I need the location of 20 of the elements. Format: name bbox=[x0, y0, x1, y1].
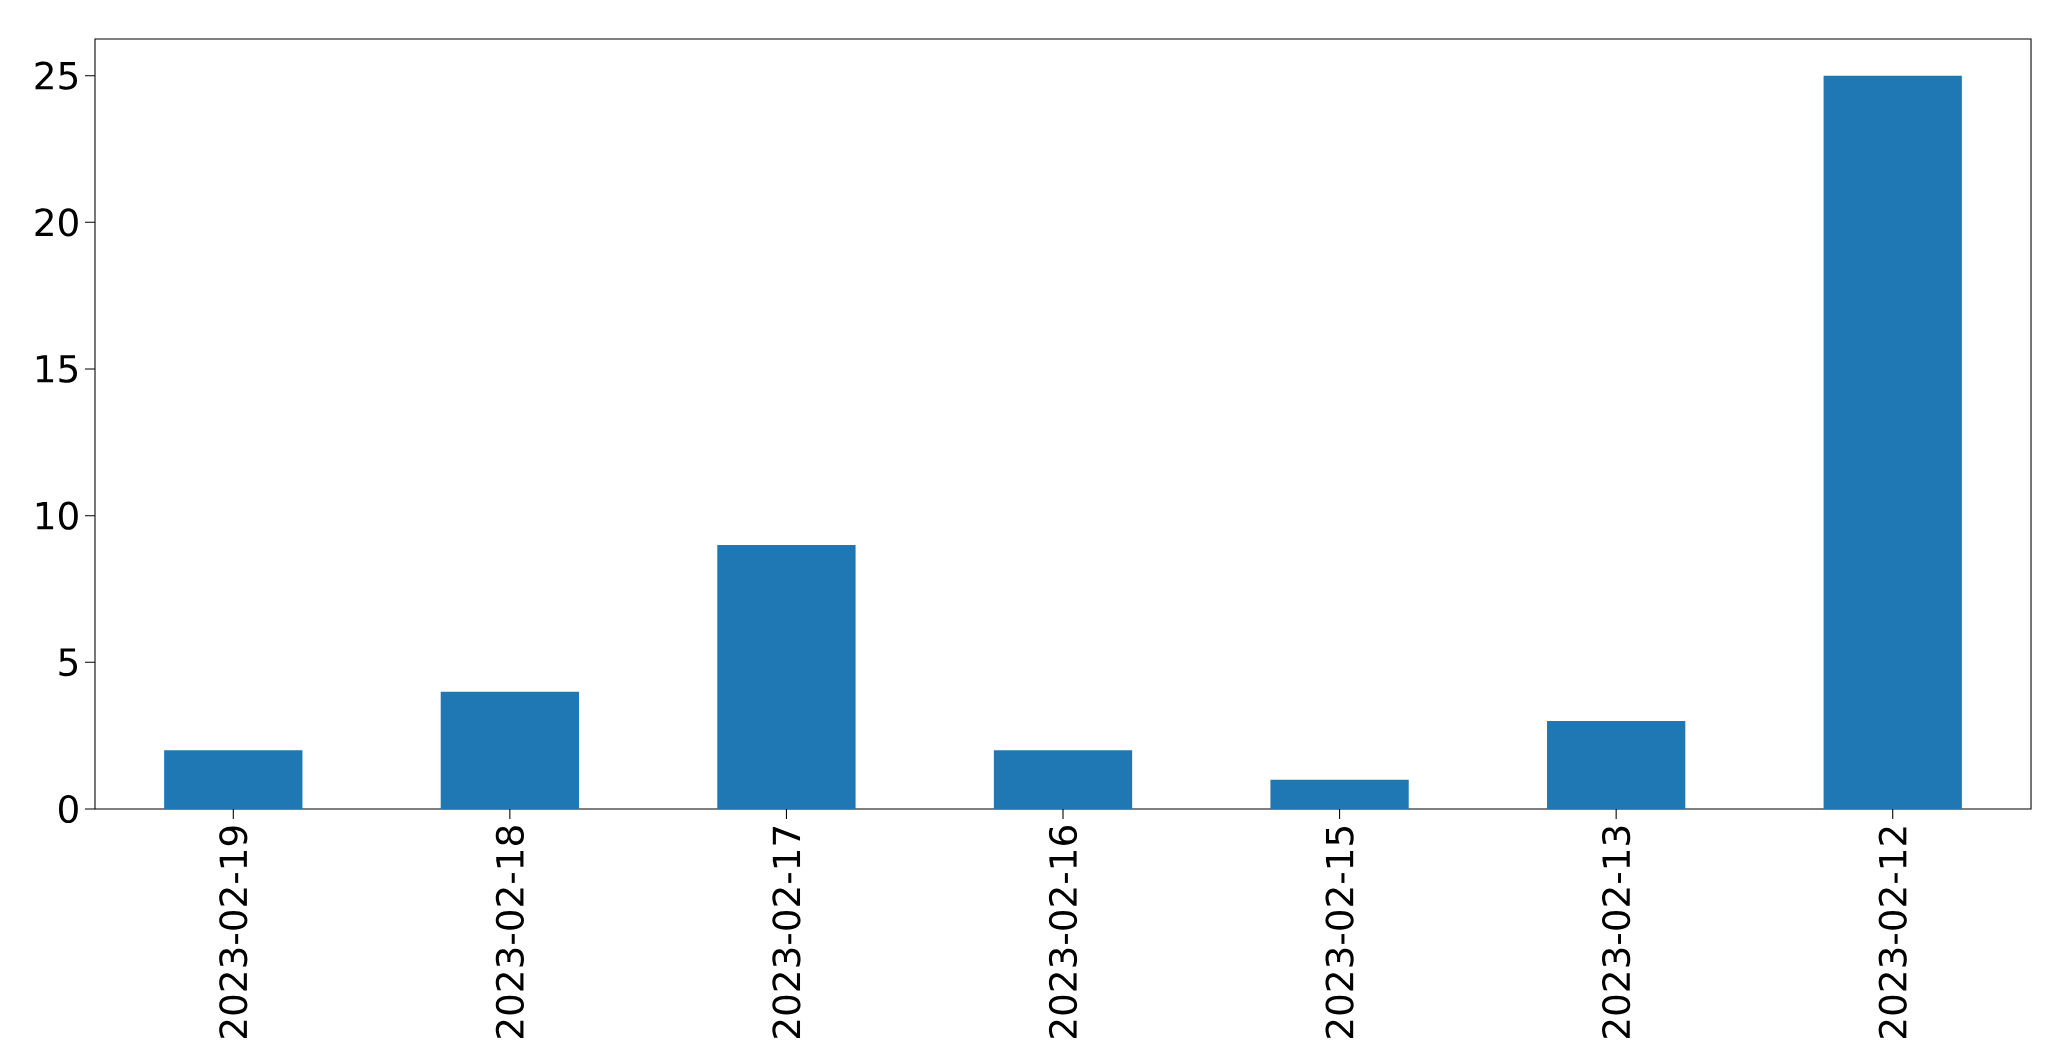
bar bbox=[1270, 779, 1409, 809]
bar bbox=[1547, 721, 1686, 809]
y-tick-label: 15 bbox=[36, 355, 78, 383]
y-tick-label: 0 bbox=[59, 794, 78, 824]
bar bbox=[164, 750, 303, 809]
x-tick-label: 2023-02-18 bbox=[495, 826, 524, 1038]
x-tick-label: 2023-02-16 bbox=[1048, 826, 1078, 1038]
x-tick-label: 2023-02-13 bbox=[1602, 826, 1631, 1038]
bar bbox=[717, 545, 856, 809]
bar bbox=[440, 691, 580, 809]
x-tick-label: 2023-02-12 bbox=[1878, 827, 1907, 1038]
x-tick-label: 2023-02-15 bbox=[1325, 827, 1354, 1038]
y-tick-label: 25 bbox=[35, 61, 78, 90]
x-tick-label: 2023-02-17 bbox=[772, 826, 801, 1038]
y-tick-label: 20 bbox=[35, 208, 78, 237]
y-tick-label: 5 bbox=[59, 648, 78, 677]
bar bbox=[993, 750, 1133, 809]
y-tick-label: 10 bbox=[36, 501, 78, 530]
bar bbox=[1823, 75, 1962, 809]
x-tick-label: 2023-02-19 bbox=[219, 826, 248, 1038]
